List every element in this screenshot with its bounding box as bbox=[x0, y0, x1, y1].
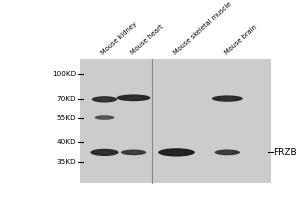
Ellipse shape bbox=[121, 150, 146, 155]
Text: FRZB: FRZB bbox=[273, 148, 297, 157]
Text: Mouse heart: Mouse heart bbox=[130, 24, 164, 56]
Text: 100KD: 100KD bbox=[52, 71, 76, 77]
Ellipse shape bbox=[98, 151, 111, 154]
Text: 55KD: 55KD bbox=[57, 115, 76, 121]
Ellipse shape bbox=[128, 151, 139, 153]
Ellipse shape bbox=[99, 98, 110, 101]
Ellipse shape bbox=[126, 97, 141, 99]
Text: 70KD: 70KD bbox=[57, 96, 76, 102]
Ellipse shape bbox=[158, 148, 195, 157]
Ellipse shape bbox=[90, 149, 118, 156]
Ellipse shape bbox=[214, 150, 240, 155]
Text: 40KD: 40KD bbox=[57, 139, 76, 145]
Text: Mouse brain: Mouse brain bbox=[223, 24, 258, 56]
Ellipse shape bbox=[220, 97, 234, 100]
Ellipse shape bbox=[117, 94, 151, 101]
Ellipse shape bbox=[94, 115, 114, 120]
Text: Mouse kidney: Mouse kidney bbox=[100, 21, 139, 56]
Ellipse shape bbox=[222, 151, 233, 153]
Text: Mouse skeletal muscle: Mouse skeletal muscle bbox=[172, 1, 233, 56]
Ellipse shape bbox=[212, 95, 243, 102]
Ellipse shape bbox=[168, 151, 185, 154]
Ellipse shape bbox=[100, 117, 109, 118]
Ellipse shape bbox=[92, 96, 117, 103]
Text: 35KD: 35KD bbox=[57, 159, 76, 165]
Bar bbox=[80, 59, 271, 183]
